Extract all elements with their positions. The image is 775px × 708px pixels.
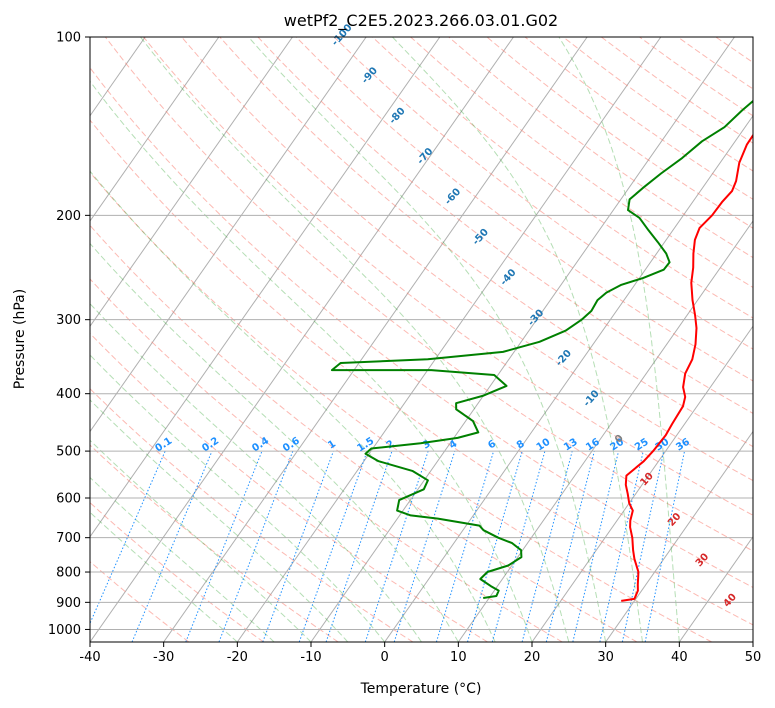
chart-title: wetPf2_C2E5.2023.266.03.01.G02	[284, 11, 558, 31]
isotherm-line	[90, 37, 293, 328]
x-axis: -40 -30 -20 -10 0 10 20 30 40 50	[79, 642, 761, 665]
dewpoint-profile-line	[330, 99, 753, 599]
mixing-ratio-line	[185, 450, 263, 642]
mixing-ratio-line	[218, 450, 294, 642]
moist-adiabat-line	[90, 511, 238, 642]
dry-adiabat-line	[181, 37, 753, 482]
moist-adiabat-line	[90, 302, 422, 642]
isotherm-line	[384, 114, 753, 642]
x-tick-label: 0	[381, 650, 389, 665]
y-tick-label: 800	[56, 566, 81, 581]
mixing-ratio-label: 2	[385, 438, 397, 451]
dry-adiabat-line	[90, 67, 753, 588]
dry-adiabat-line	[90, 388, 414, 642]
moist-adiabat-line	[90, 242, 459, 642]
x-tick-label: -20	[227, 650, 248, 665]
x-axis-label: Temperature (°C)	[360, 681, 482, 697]
x-tick-label: 30	[597, 650, 614, 665]
x-tick-label: -40	[79, 650, 100, 665]
dry-adiabat-line	[90, 332, 488, 642]
y-axis: 100 200 300 400 500 600 700 800 900 1000	[48, 31, 90, 638]
moist-adiabat-line	[90, 354, 386, 642]
dry-adiabat-line	[90, 444, 339, 642]
y-tick-label: 100	[56, 31, 81, 46]
moist-adiabat-line	[90, 399, 349, 642]
mixing-ratio-line	[298, 450, 368, 642]
plot-frame	[89, 36, 754, 643]
x-tick-label: 20	[524, 650, 541, 665]
mixing-ratio-label: 1	[326, 438, 338, 451]
sounding-profiles	[330, 99, 753, 602]
mixing-ratio-line	[131, 450, 213, 642]
moist-adiabat-line	[392, 37, 643, 642]
mixing-ratio-line	[599, 450, 644, 642]
mixing-ratio-line	[521, 450, 573, 642]
x-tick-label: -10	[300, 650, 321, 665]
y-axis-label: Pressure (hPa)	[12, 289, 28, 389]
dry-adiabat-line	[143, 37, 753, 516]
isotherm-line	[678, 535, 753, 642]
moist-adiabat-line	[558, 37, 680, 642]
mixing-ratio-line	[545, 450, 595, 642]
dry-adiabat-line	[90, 119, 753, 626]
y-tick-label: 300	[56, 313, 81, 328]
isotherm-line	[457, 220, 753, 642]
isotherm-line	[605, 430, 753, 642]
moist-adiabat-line	[90, 80, 533, 642]
mixing-ratio-line	[467, 450, 523, 642]
isobar-grid	[90, 37, 753, 630]
isotherm-line	[90, 37, 367, 433]
x-tick-label: 10	[450, 650, 467, 665]
mixing-ratio-label: 4	[447, 438, 459, 451]
mixing-ratio-label: 8	[515, 438, 527, 451]
mixing-ratio-line	[491, 450, 546, 642]
y-tick-label: 500	[56, 445, 81, 460]
isotherm-line	[531, 325, 753, 642]
y-tick-label: 400	[56, 387, 81, 402]
mixing-ratio-label: 3	[421, 438, 433, 451]
y-tick-label: 200	[56, 209, 81, 224]
y-tick-label: 700	[56, 531, 81, 546]
mixing-ratio-line	[572, 450, 620, 642]
x-tick-label: 40	[671, 650, 688, 665]
x-tick-label: -30	[153, 650, 174, 665]
isotherm-line	[236, 37, 662, 642]
isotherm-line	[90, 37, 220, 222]
dry-adiabat-line	[104, 37, 753, 552]
isotherm-line	[90, 37, 441, 538]
dry-adiabat-line	[90, 171, 712, 642]
y-tick-label: 900	[56, 596, 81, 611]
mixing-ratio-line	[262, 450, 334, 642]
moist-adiabat-line	[90, 439, 312, 642]
isotherm-line	[90, 37, 514, 642]
mixing-ratio-line	[621, 450, 665, 642]
dry-adiabat-line	[90, 560, 190, 642]
mixing-ratio-label: 6	[486, 438, 498, 451]
dry-adiabat-line	[295, 37, 753, 382]
mixing-ratio-line	[325, 450, 393, 642]
dry-adiabat-line	[90, 224, 638, 642]
moist-adiabat-line	[140, 37, 570, 642]
temperature-profile-line	[621, 133, 753, 602]
moist-adiabat-line	[90, 170, 496, 642]
mixing-ratio-line	[644, 451, 686, 642]
y-tick-label: 1000	[48, 623, 81, 638]
background-lines	[90, 37, 753, 642]
dry-adiabat-line	[219, 37, 753, 448]
dry-adiabat-line	[90, 278, 563, 642]
x-tick-label: 50	[745, 650, 762, 665]
y-tick-label: 600	[56, 492, 81, 507]
moist-adiabat-line	[248, 37, 607, 642]
isotherm-line	[163, 37, 588, 642]
